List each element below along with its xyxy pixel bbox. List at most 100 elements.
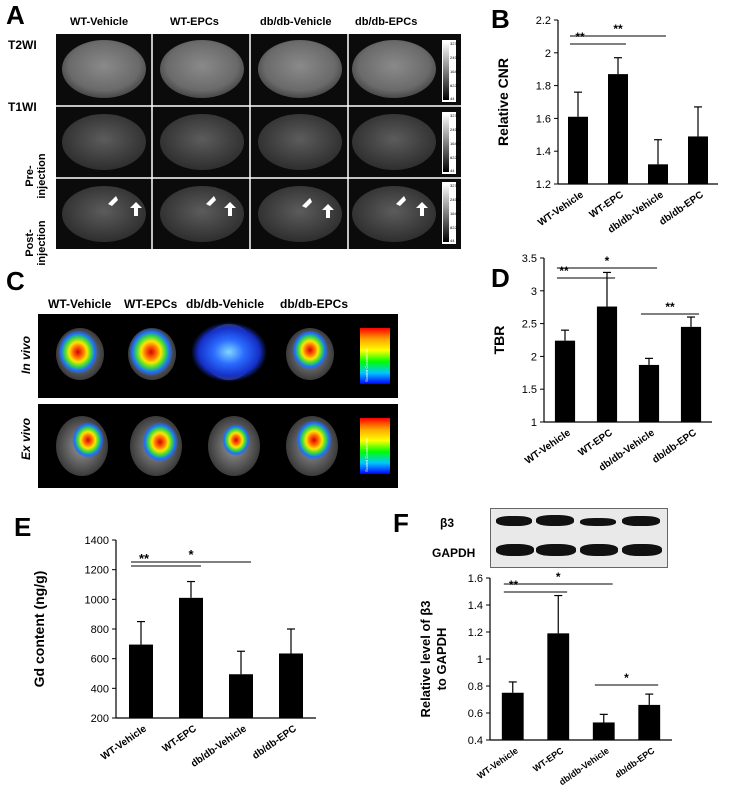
arrow-icon bbox=[224, 202, 236, 216]
bar bbox=[608, 74, 628, 184]
x-tick-label: db/db-Vehicle bbox=[189, 723, 249, 770]
y-tick-label: 2 bbox=[545, 48, 551, 60]
signal-blob bbox=[72, 422, 104, 458]
bar bbox=[596, 306, 618, 422]
mri-col-header-1: WT-Vehicle bbox=[70, 16, 129, 28]
blot-band bbox=[536, 544, 576, 556]
x-tick-label: WT-Vehicle bbox=[523, 427, 573, 467]
blot-band bbox=[580, 518, 616, 526]
mri-row-label-t1wi: T1WI bbox=[8, 100, 37, 114]
y-tick-label: 1.6 bbox=[468, 573, 483, 585]
chart-gd-content: 200 400 600 800 1000 1200 1400 Gd content (ng/g… bbox=[31, 535, 316, 770]
blot-band bbox=[496, 516, 532, 526]
blot-band bbox=[622, 544, 662, 556]
y-tick-label: 2.2 bbox=[536, 15, 551, 27]
bar bbox=[648, 164, 668, 184]
y-tick-label: 1.2 bbox=[536, 179, 551, 191]
y-tick-label: 1.2 bbox=[468, 627, 483, 639]
x-tick-label: WT-Vehicle bbox=[99, 723, 149, 763]
brain-slice bbox=[352, 114, 436, 170]
x-tick-label: db/db-EPC bbox=[613, 745, 657, 780]
bar bbox=[547, 633, 570, 740]
grayscale-tick-labels: 32767 24586 16406 8225 44 32767 24586 16… bbox=[450, 41, 461, 243]
x-tick-label: db/db-Vehicle bbox=[557, 745, 611, 787]
in-vivo-signals bbox=[56, 322, 334, 382]
scale-tick: 32767 bbox=[450, 183, 461, 188]
y-axis-label-line: Relative CNR bbox=[495, 58, 511, 146]
arrow-icon bbox=[396, 196, 406, 206]
colorbar-label: Scaled Counts/Sec bbox=[364, 438, 369, 472]
y-tick-label: 1.5 bbox=[522, 384, 537, 396]
panel-letter-c: C bbox=[6, 266, 25, 296]
brain-slice bbox=[62, 114, 146, 170]
scale-tick: 44 bbox=[450, 238, 455, 243]
mri-dividers bbox=[56, 34, 461, 249]
signal-blob bbox=[222, 424, 250, 456]
brain-slice bbox=[352, 40, 436, 98]
bar bbox=[179, 597, 203, 718]
significance-marker: * bbox=[188, 547, 194, 562]
y-axis-label-line: Relative level of β3 bbox=[418, 600, 433, 717]
panel-letter-b: B bbox=[491, 4, 510, 34]
significance-marker: ** bbox=[575, 30, 585, 44]
bar bbox=[638, 364, 660, 422]
scale-tick: 24586 bbox=[450, 55, 461, 60]
y-tick-label: 2 bbox=[531, 351, 537, 363]
imaging-col-header-1: WT-Vehicle bbox=[48, 297, 112, 311]
blot-label-gapdh: GAPDH bbox=[432, 546, 476, 560]
scale-tick: 16406 bbox=[450, 69, 461, 74]
panel-letter-d: D bbox=[491, 263, 510, 293]
y-tick-label: 0.6 bbox=[468, 708, 483, 720]
y-tick-label: 1 bbox=[531, 417, 537, 429]
bar bbox=[554, 340, 576, 422]
significance-marker: ** bbox=[613, 22, 623, 36]
panel-letter-a: A bbox=[6, 0, 25, 30]
brain-slice bbox=[258, 40, 342, 98]
scale-tick: 24586 bbox=[450, 197, 461, 202]
blot-band bbox=[622, 516, 660, 526]
mri-row-label-pre: Pre- injection bbox=[24, 153, 48, 199]
brain-slice bbox=[160, 40, 244, 98]
imaging-col-header-2: WT-EPCs bbox=[124, 297, 178, 311]
y-tick-label: 800 bbox=[91, 624, 109, 636]
x-tick-label: WT-Vehicle bbox=[475, 745, 520, 780]
scale-tick: 16406 bbox=[450, 211, 461, 216]
y-axis-label: Relative level of β3to GAPDH bbox=[418, 600, 449, 717]
significance-marker: * bbox=[624, 671, 629, 685]
brain-slice bbox=[258, 114, 342, 170]
y-axis-label: TBR bbox=[491, 326, 507, 355]
y-axis-label: Relative CNR bbox=[495, 58, 511, 146]
y-tick-label: 0.8 bbox=[468, 681, 483, 693]
chart-beta3-gapdh: 0.4 0.6 0.8 1 1.2 1.4 1.6 Relative level of β3t… bbox=[418, 570, 672, 787]
y-tick-label: 1 bbox=[477, 654, 483, 666]
bar bbox=[592, 722, 615, 740]
y-axis-label-line: TBR bbox=[491, 326, 507, 355]
brain-slice bbox=[160, 186, 244, 242]
mri-row-post bbox=[62, 186, 436, 242]
imaging-col-header-4: db/db-EPCs bbox=[280, 297, 348, 311]
arrow-icon bbox=[130, 202, 142, 216]
scale-tick: 44 bbox=[450, 168, 455, 173]
y-tick-label: 1.8 bbox=[536, 81, 551, 93]
mri-col-header-4: db/db-EPCs bbox=[355, 16, 418, 28]
bar bbox=[680, 326, 702, 422]
mri-row-pre bbox=[62, 114, 436, 170]
arrow-icon bbox=[206, 196, 216, 206]
y-tick-label: 600 bbox=[91, 654, 109, 666]
y-tick-label: 1200 bbox=[85, 565, 109, 577]
scale-tick: 16406 bbox=[450, 141, 461, 146]
bar bbox=[688, 136, 708, 184]
brain-slice bbox=[258, 186, 342, 242]
x-tick-label: db/db-EPC bbox=[658, 189, 706, 227]
blot-band bbox=[536, 515, 574, 526]
arrow-icon bbox=[302, 198, 312, 208]
imaging-images: Scaled Counts/Sec Scaled Counts/Sec bbox=[38, 314, 398, 488]
y-tick-label: 2.5 bbox=[522, 319, 537, 331]
grayscale-bars bbox=[442, 40, 456, 244]
brain-slice bbox=[62, 186, 146, 242]
scale-tick: 32767 bbox=[450, 113, 461, 118]
bar bbox=[568, 116, 588, 184]
imaging-row-label-in-vivo: In vivo bbox=[19, 336, 33, 375]
y-tick-label: 1.4 bbox=[536, 146, 551, 158]
